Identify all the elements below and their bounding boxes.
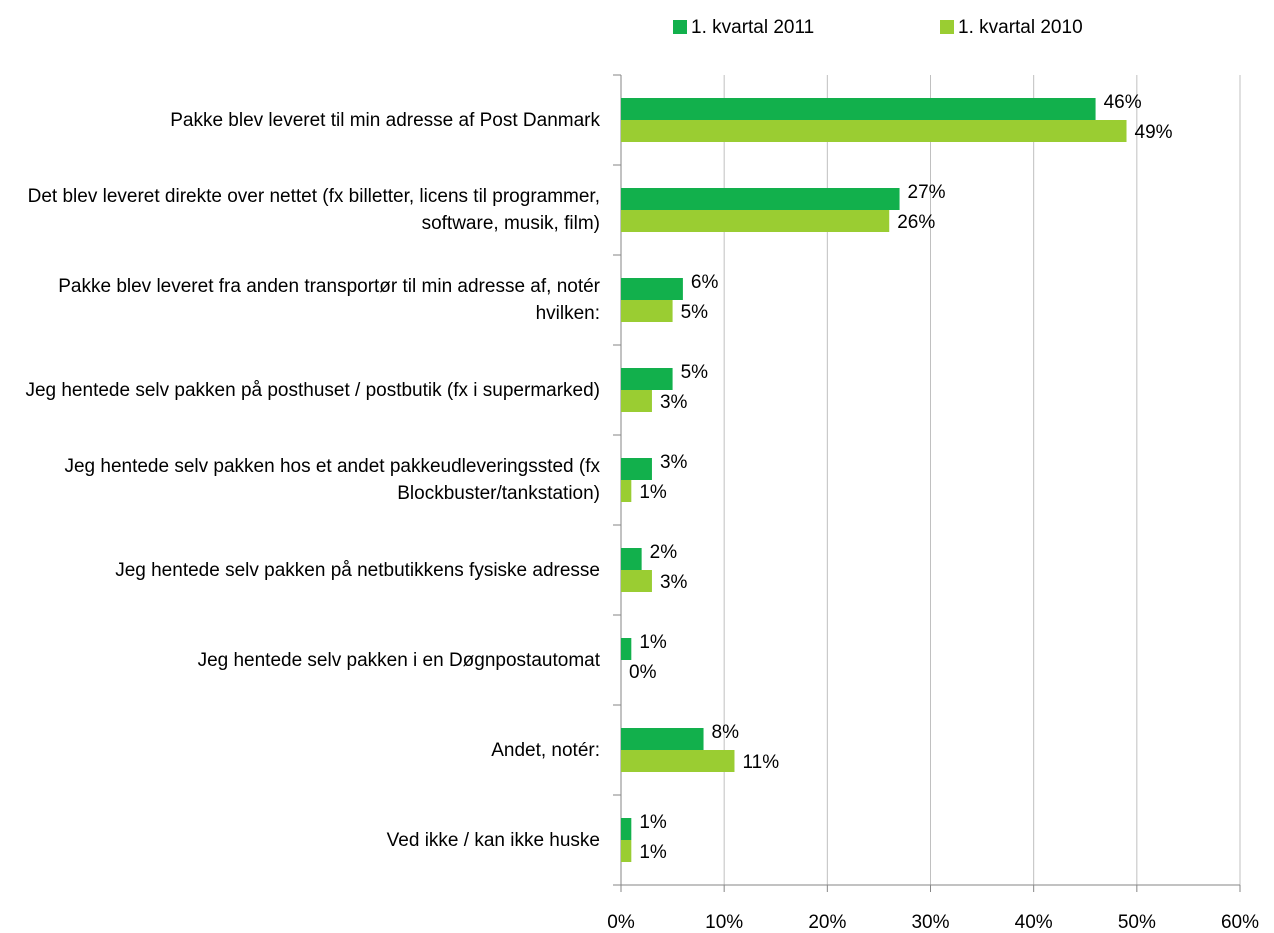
bar — [621, 120, 1127, 142]
x-tick-label: 50% — [1118, 912, 1156, 933]
legend-swatch — [673, 20, 687, 34]
data-label: 0% — [629, 662, 657, 683]
category-text: Det blev leveret direkte over nettet (fx… — [27, 186, 600, 234]
data-label: 8% — [712, 722, 740, 743]
category-text: Andet, notér: — [491, 739, 600, 761]
bar — [621, 570, 652, 592]
y-tick-label: Ved ikke / kan ikke huske — [0, 795, 600, 885]
category-text: Jeg hentede selv pakken på netbutikkens … — [115, 559, 600, 581]
bar — [621, 480, 632, 502]
data-label: 3% — [660, 452, 688, 473]
y-tick-label: Det blev leveret direkte over nettet (fx… — [0, 165, 600, 255]
bar — [621, 278, 683, 300]
legend-label: 1. kvartal 2010 — [958, 17, 1083, 38]
bar — [621, 390, 652, 412]
data-label: 26% — [897, 212, 935, 233]
bar — [621, 458, 652, 480]
bar — [621, 188, 900, 210]
category-text: Jeg hentede selv pakken på posthuset / p… — [25, 379, 600, 401]
data-label: 5% — [681, 362, 709, 383]
y-tick-label: Pakke blev leveret til min adresse af Po… — [0, 75, 600, 165]
data-label: 46% — [1104, 92, 1142, 113]
bar — [621, 98, 1096, 120]
data-label: 1% — [639, 632, 667, 653]
x-tick-label: 30% — [911, 912, 949, 933]
x-tick-label: 20% — [808, 912, 846, 933]
data-label: 3% — [660, 392, 688, 413]
data-label: 6% — [691, 272, 719, 293]
category-text: Pakke blev leveret fra anden transportør… — [58, 276, 600, 324]
bar — [621, 818, 632, 840]
y-tick-label: Andet, notér: — [0, 705, 600, 795]
bar — [621, 300, 673, 322]
bar — [621, 638, 632, 660]
data-label: 1% — [639, 482, 667, 503]
legend-swatch — [940, 20, 954, 34]
data-label: 2% — [650, 542, 678, 563]
category-text: Jeg hentede selv pakken hos et andet pak… — [64, 456, 600, 504]
data-label: 11% — [742, 752, 779, 773]
bar — [621, 368, 673, 390]
x-tick-label: 40% — [1015, 912, 1053, 933]
bar — [621, 728, 704, 750]
data-label: 1% — [639, 812, 667, 833]
y-tick-label: Pakke blev leveret fra anden transportør… — [0, 255, 600, 345]
bar — [621, 548, 642, 570]
y-tick-label: Jeg hentede selv pakken i en Døgnpostaut… — [0, 615, 600, 705]
category-text: Pakke blev leveret til min adresse af Po… — [170, 109, 600, 131]
data-label: 27% — [908, 182, 946, 203]
y-tick-label: Jeg hentede selv pakken hos et andet pak… — [0, 435, 600, 525]
data-label: 5% — [681, 302, 709, 323]
bar — [621, 750, 735, 772]
category-text: Jeg hentede selv pakken i en Døgnpostaut… — [197, 649, 600, 671]
data-label: 1% — [639, 842, 667, 863]
data-label: 49% — [1135, 122, 1173, 143]
x-tick-label: 60% — [1221, 912, 1259, 933]
x-tick-label: 0% — [607, 912, 635, 933]
category-text: Ved ikke / kan ikke huske — [386, 829, 600, 851]
legend-label: 1. kvartal 2011 — [691, 17, 814, 38]
y-tick-label: Jeg hentede selv pakken på netbutikkens … — [0, 525, 600, 615]
bar — [621, 210, 890, 232]
bar — [621, 840, 632, 862]
data-label: 3% — [660, 572, 688, 593]
y-tick-label: Jeg hentede selv pakken på posthuset / p… — [0, 345, 600, 435]
x-tick-label: 10% — [705, 912, 743, 933]
